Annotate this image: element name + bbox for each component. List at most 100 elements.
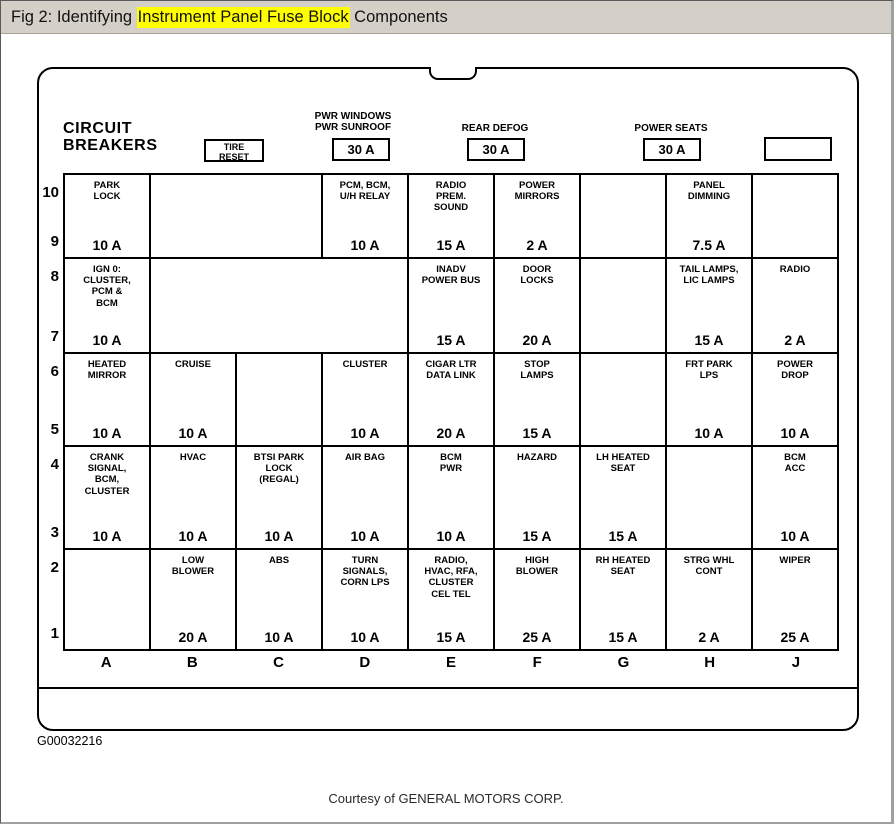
- fuse-grid-row: LOW BLOWER 20 A ABS 10 A TURN SIGNALS, CORN …: [63, 548, 839, 651]
- fuse-amp-rating: 25 A: [522, 629, 552, 645]
- fuse-label: [152, 176, 320, 180]
- fuse-amp-rating: 20 A: [178, 629, 208, 645]
- row-number: 6: [50, 363, 59, 380]
- fuse-label: AIR BAG: [344, 452, 386, 463]
- fuse-amp-rating: 15 A: [522, 528, 552, 544]
- fuse-cell: AIR BAG 10 A: [321, 445, 409, 550]
- fuse-label: STOP LAMPS: [520, 359, 554, 382]
- fuse-cell: RADIO 2 A: [751, 257, 839, 354]
- fuse-cell: TAIL LAMPS, LIC LAMPS 15 A: [665, 257, 753, 354]
- tire-reset-box: TIRE RESET: [204, 139, 264, 162]
- fuse-cell: BCM PWR 10 A: [407, 445, 495, 550]
- fuse-label: ABS: [268, 555, 290, 566]
- fuse-amp-rating: 10 A: [780, 425, 810, 441]
- power-seats-label: POWER SEATS: [634, 123, 708, 134]
- column-letter: D: [359, 654, 371, 671]
- fuse-label: POWER DROP: [777, 359, 813, 382]
- fuse-amp-rating: 10 A: [92, 237, 122, 253]
- fuse-cell: HIGH BLOWER 25 A: [493, 548, 581, 651]
- column-letter: A: [100, 654, 112, 671]
- fuse-label: [582, 260, 664, 264]
- fuse-amp-rating: 10 A: [436, 528, 466, 544]
- fuse-label: RADIO PREM. SOUND: [433, 180, 469, 214]
- fuse-label: HVAC: [179, 452, 207, 463]
- fuse-grid: PARK LOCK 10 A PCM, BCM, U/H RELAY 10 A RADI…: [63, 173, 839, 651]
- fuse-label: BCM ACC: [784, 452, 806, 475]
- fuse-cell: STRG WHL CONT 2 A: [665, 548, 753, 651]
- fuse-grid-row: PARK LOCK 10 A PCM, BCM, U/H RELAY 10 A RADI…: [63, 173, 839, 259]
- fuse-cell: PCM, BCM, U/H RELAY 10 A: [321, 173, 409, 259]
- fuse-label: IGN 0: CLUSTER, PCM & BCM: [83, 264, 131, 309]
- power-seats-breaker-box: 30 A: [643, 138, 701, 161]
- fuse-label: [582, 355, 664, 359]
- fuse-amp-rating: 10 A: [178, 528, 208, 544]
- row-number: 7: [50, 328, 59, 345]
- fuse-label: CIGAR LTR DATA LINK: [425, 359, 477, 382]
- fuse-label: HAZARD: [516, 452, 558, 463]
- fuse-label: PANEL DIMMING: [687, 180, 731, 203]
- fuse-amp-rating: 10 A: [780, 528, 810, 544]
- fuse-grid-row: HEATED MIRROR 10 A CRUISE 10 A CLUSTER 10 A CI…: [63, 352, 839, 447]
- row-number: 9: [50, 233, 59, 250]
- rear-defog-label: REAR DEFOG: [461, 123, 529, 134]
- fuse-cell-empty: [235, 352, 323, 447]
- row-numbers: 10 9 8 7 6 5 4 3 2 1: [39, 173, 61, 649]
- fuse-amp-rating: 10 A: [92, 425, 122, 441]
- fuse-cell: FRT PARK LPS 10 A: [665, 352, 753, 447]
- fuse-label: CRANK SIGNAL, BCM, CLUSTER: [84, 452, 130, 497]
- fuse-grid-body: PARK LOCK 10 A PCM, BCM, U/H RELAY 10 A RADI…: [63, 173, 839, 651]
- fuse-cell: HVAC 10 A: [149, 445, 237, 550]
- column-letter: E: [445, 654, 456, 671]
- fuse-amp-rating: 10 A: [264, 629, 294, 645]
- fuse-label: STRG WHL CONT: [683, 555, 735, 578]
- fuse-cell: HEATED MIRROR 10 A: [63, 352, 151, 447]
- fuse-label: TAIL LAMPS, LIC LAMPS: [679, 264, 739, 287]
- fuse-grid-row: IGN 0: CLUSTER, PCM & BCM 10 A INADV POWER…: [63, 257, 839, 354]
- fuse-amp-rating: 15 A: [694, 332, 724, 348]
- fuse-label: HIGH BLOWER: [515, 555, 559, 578]
- fuse-cell: ABS 10 A: [235, 548, 323, 651]
- circuit-breakers-label: CIRCUIT BREAKERS: [63, 120, 158, 154]
- fuse-cell: BCM ACC 10 A: [751, 445, 839, 550]
- fuse-cell: POWER MIRRORS 2 A: [493, 173, 581, 259]
- fuse-label: BTSI PARK LOCK (REGAL): [253, 452, 305, 486]
- fuse-amp-rating: 15 A: [608, 528, 638, 544]
- fuse-amp-rating: 15 A: [436, 629, 466, 645]
- fuse-amp-rating: 15 A: [522, 425, 552, 441]
- fuse-amp-rating: 20 A: [522, 332, 552, 348]
- fuse-cell-empty: [579, 257, 667, 354]
- fuse-label: LOW BLOWER: [171, 555, 215, 578]
- fuse-label: RADIO: [779, 264, 811, 275]
- fuse-amp-rating: 10 A: [350, 425, 380, 441]
- fuse-amp-rating: 10 A: [264, 528, 294, 544]
- fuse-label: [754, 176, 836, 180]
- column-letter: F: [532, 654, 542, 671]
- row-number: 5: [50, 421, 59, 438]
- fuse-label: POWER MIRRORS: [514, 180, 560, 203]
- row-number: 2: [50, 559, 59, 576]
- fuse-amp-rating: 15 A: [608, 629, 638, 645]
- fuse-cell: BTSI PARK LOCK (REGAL) 10 A: [235, 445, 323, 550]
- fuse-cell-empty: [665, 445, 753, 550]
- fuse-cell: STOP LAMPS 15 A: [493, 352, 581, 447]
- fuse-grid-row: CRANK SIGNAL, BCM, CLUSTER 10 A HVAC 10 A BT…: [63, 445, 839, 550]
- pwr-windows-breaker-box: 30 A: [332, 138, 390, 161]
- fuse-label: RADIO, HVAC, RFA, CLUSTER CEL TEL: [424, 555, 478, 600]
- fuse-label: PARK LOCK: [93, 180, 121, 203]
- fuse-label: [668, 448, 750, 452]
- fuse-cell: CIGAR LTR DATA LINK 20 A: [407, 352, 495, 447]
- fuse-amp-rating: 2 A: [784, 332, 806, 348]
- fuse-amp-rating: 15 A: [436, 332, 466, 348]
- fuse-block-outline: CIRCUIT BREAKERS TIRE RESET PWR WINDOWS …: [37, 67, 859, 731]
- fuse-label: BCM PWR: [439, 452, 463, 475]
- fuse-cell: WIPER 25 A: [751, 548, 839, 651]
- fuse-cell: IGN 0: CLUSTER, PCM & BCM 10 A: [63, 257, 151, 354]
- fuse-cell: RADIO, HVAC, RFA, CLUSTER CEL TEL 15 A: [407, 548, 495, 651]
- block-bottom-line: [39, 687, 857, 689]
- fuse-amp-rating: 10 A: [350, 237, 380, 253]
- fuse-label: PCM, BCM, U/H RELAY: [339, 180, 391, 203]
- fuse-label: [238, 355, 320, 359]
- fuse-cell-empty: [149, 173, 323, 259]
- fuse-cell: CRANK SIGNAL, BCM, CLUSTER 10 A: [63, 445, 151, 550]
